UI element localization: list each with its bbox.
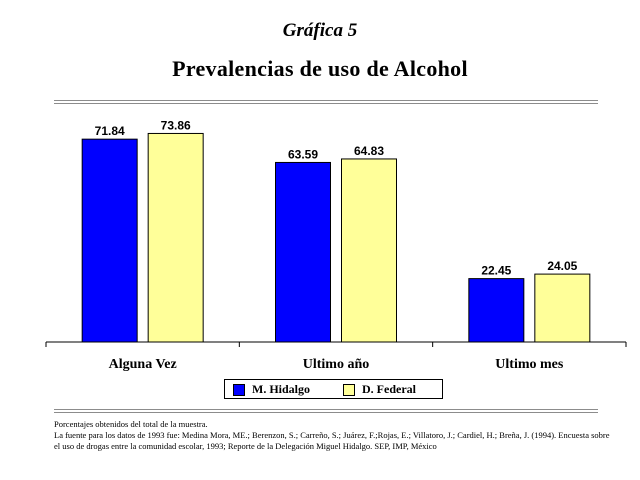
bar-d-federal-0 (147, 132, 204, 343)
bar-d-federal-1 (341, 158, 397, 343)
legend-label-series-0: M. Hidalgo (252, 382, 311, 396)
notes-rule-top (54, 409, 598, 410)
legend-swatch-series-1 (343, 383, 355, 396)
title-rule-bottom (54, 103, 598, 104)
notes-line-2: La fuente para los datos de 1993 fue: Me… (54, 430, 610, 451)
x-tick-label: Ultimo año (303, 357, 370, 372)
chart-title: Prevalencias de uso de Alcohol (172, 56, 468, 81)
data-label: 64.83 (354, 144, 384, 158)
data-label: 63.59 (288, 147, 318, 161)
title-rule-top (54, 100, 598, 101)
bar-m-hidalgo-1 (275, 161, 331, 343)
x-tick-label: Alguna Vez (109, 357, 177, 372)
legend-label-series-1: D. Federal (362, 382, 416, 396)
data-label: 71.84 (95, 124, 125, 138)
data-label: 22.45 (481, 264, 511, 278)
legend-swatch-series-0 (233, 383, 245, 396)
legend-entry-series-1: D. Federal (343, 382, 416, 396)
chart-header-label: Gráfica 5 (282, 20, 358, 41)
legend-entry-series-0: M. Hidalgo (233, 382, 311, 396)
x-tick-label: Ultimo mes (495, 357, 564, 372)
data-label: 24.05 (547, 259, 577, 273)
notes-line-1: Porcentajes obtenidos del total de la mu… (54, 419, 208, 429)
chart-legend: M. Hidalgo D. Federal (224, 379, 443, 399)
data-label: 73.86 (161, 118, 191, 132)
chart-notes: Porcentajes obtenidos del total de la mu… (54, 419, 614, 452)
bar-d-federal-2 (534, 273, 591, 343)
bar-m-hidalgo-2 (468, 278, 525, 343)
notes-rule-bottom (54, 412, 598, 413)
bar-m-hidalgo-0 (81, 138, 138, 343)
